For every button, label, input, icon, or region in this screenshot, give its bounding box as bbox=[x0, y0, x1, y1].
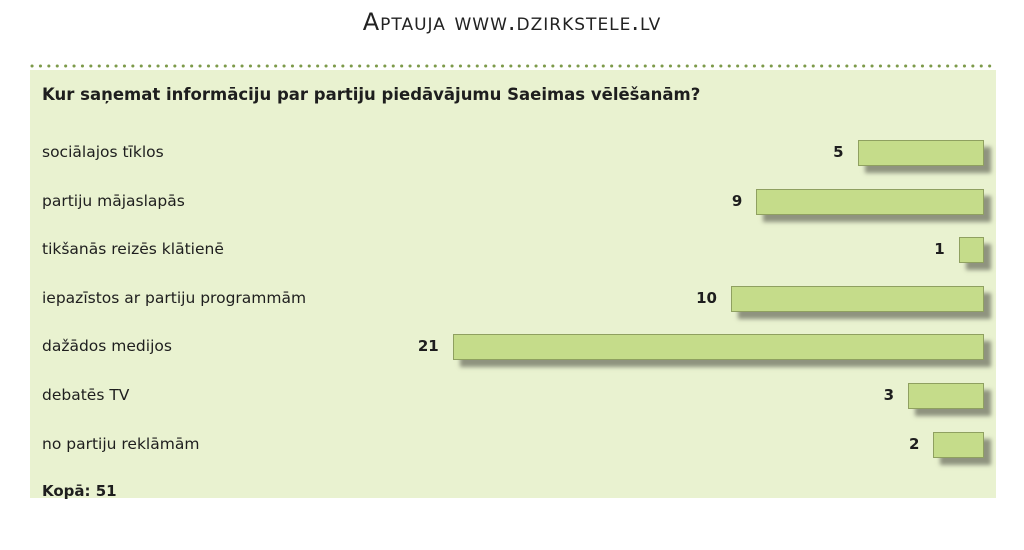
bar bbox=[908, 383, 984, 409]
data-label: 10 bbox=[696, 288, 717, 307]
category-label: sociālajos tīklos bbox=[42, 143, 164, 161]
category-label: partiju mājaslapās bbox=[42, 191, 185, 210]
header-title: Aptauja www.dzirkstele.lv bbox=[362, 8, 662, 36]
category-label: iepazīstos ar partiju programmām bbox=[42, 288, 307, 307]
data-label: 1 bbox=[934, 240, 945, 259]
chart-panel bbox=[30, 70, 996, 498]
bar bbox=[933, 431, 984, 458]
data-label: 2 bbox=[908, 434, 920, 453]
data-label: 3 bbox=[883, 386, 895, 404]
bar bbox=[857, 140, 984, 166]
category-label: dažādos medijos bbox=[42, 337, 172, 356]
total-label: Kopā: 51 bbox=[42, 482, 117, 500]
data-label: 21 bbox=[417, 337, 439, 356]
category-label: no partiju reklāmām bbox=[42, 434, 200, 453]
category-label: tikšanās reizēs klātienē bbox=[42, 240, 224, 259]
category-label: debatēs TV bbox=[42, 386, 130, 404]
bar bbox=[958, 237, 984, 264]
bar bbox=[731, 285, 984, 312]
data-label: 5 bbox=[833, 143, 844, 161]
dotted-divider bbox=[30, 64, 998, 68]
bar bbox=[756, 188, 984, 215]
bar bbox=[452, 334, 984, 361]
chart-title: Kur saņemat informāciju par partiju pied… bbox=[42, 85, 701, 104]
data-label: 9 bbox=[731, 191, 743, 210]
